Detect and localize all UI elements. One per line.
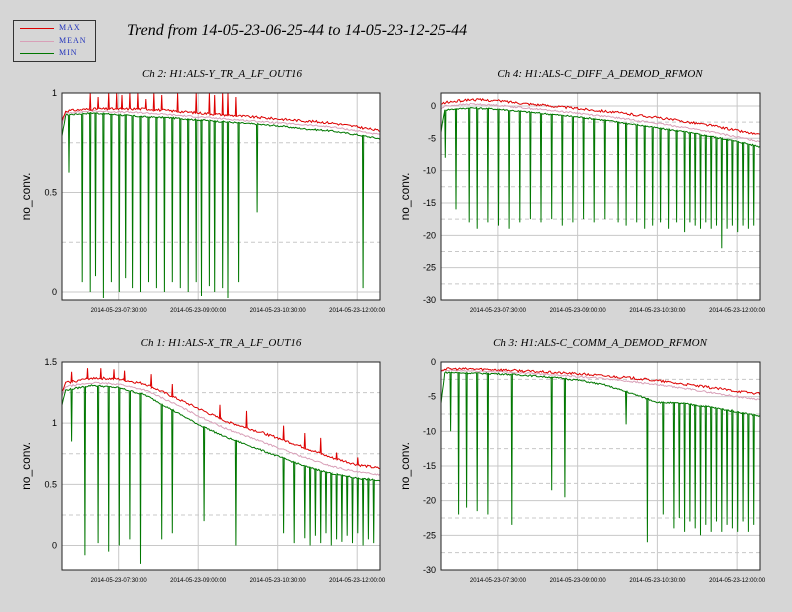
y-tick-label: -25 (423, 263, 436, 273)
legend-label-min: MIN (59, 48, 78, 57)
plot-area (62, 93, 380, 300)
y-axis-label: no_conv. (398, 442, 412, 490)
y-tick-label: 0 (431, 357, 436, 367)
x-tick-label: 2014-05-23-09:00:00 (170, 578, 227, 584)
y-axis-label: no_conv. (19, 173, 33, 221)
y-tick-label: -30 (423, 295, 436, 305)
y-tick-label: -10 (423, 166, 436, 176)
x-tick-label: 2014-05-23-07:30:00 (91, 308, 148, 314)
x-tick-label: 2014-05-23-07:30:00 (470, 578, 527, 584)
x-tick-label: 2014-05-23-10:30:00 (250, 308, 307, 314)
y-tick-label: -10 (423, 426, 436, 436)
chart-title-ch1: Ch 1: H1:ALS-X_TR_A_LF_OUT16 (140, 337, 302, 349)
y-tick-label: 1 (52, 88, 57, 98)
y-tick-label: 1 (52, 418, 57, 428)
series-max-line (61, 368, 381, 470)
plot-frame (440, 92, 761, 301)
chart-ch2: 0 0.5 1 2014-05-23-07:30:00 2014-05-23-09:00… (19, 88, 386, 314)
plot-frame (61, 361, 381, 571)
x-tick-label: 2014-05-23-07:30:00 (91, 578, 148, 584)
series-min-line (440, 371, 761, 543)
chart-ch1: 0 0.5 1 1.5 2014-05-23-07:30:00 2014-05-23-09… (19, 357, 386, 584)
y-tick-label: 0 (431, 101, 436, 111)
chart-ch3: 0 -5 -10 -15 -20 -25 -30 2014-05-23-07:30:00 201… (398, 357, 766, 584)
chart-title-ch2: Ch 2: H1:ALS-Y_TR_A_LF_OUT16 (141, 68, 303, 80)
legend-swatch-max (20, 28, 54, 29)
legend-item-max: MAX (14, 23, 95, 35)
figure-title: Trend from 14-05-23-06-25-44 to 14-05-23… (127, 22, 468, 39)
series-min-line (61, 384, 381, 564)
y-tick-label: -20 (423, 496, 436, 506)
y-tick-label: -15 (423, 198, 436, 208)
y-tick-label: -5 (428, 133, 436, 143)
series-mean-line (61, 109, 381, 136)
y-axis-label: no_conv. (19, 442, 33, 490)
legend-label-mean: MEAN (59, 36, 87, 45)
series-mean-line (440, 369, 761, 401)
series-max-line (61, 92, 381, 133)
chart-title-ch4: Ch 4: H1:ALS-C_DIFF_A_DEMOD_RFMON (497, 68, 703, 80)
legend-item-min: MIN (14, 48, 95, 60)
y-tick-label: -15 (423, 461, 436, 471)
plot-frame (440, 361, 761, 571)
y-tick-label: -5 (428, 392, 436, 402)
y-tick-label: -20 (423, 230, 436, 240)
y-tick-label: 0 (52, 541, 57, 551)
x-tick-label: 2014-05-23-12:00:00 (709, 308, 766, 314)
legend: MAX MEAN MIN (13, 20, 96, 62)
y-tick-label: 0.5 (44, 188, 57, 198)
x-tick-label: 2014-05-23-09:00:00 (170, 308, 227, 314)
plot-area (441, 93, 760, 300)
series-max-line (440, 367, 761, 396)
y-tick-label: -25 (423, 530, 436, 540)
x-tick-label: 2014-05-23-12:00:00 (709, 578, 766, 584)
x-tick-label: 2014-05-23-10:30:00 (629, 578, 686, 584)
legend-item-mean: MEAN (14, 36, 95, 48)
y-tick-label: -30 (423, 565, 436, 575)
x-tick-label: 2014-05-23-10:30:00 (250, 578, 307, 584)
y-tick-label: 0 (52, 287, 57, 297)
x-tick-label: 2014-05-23-10:30:00 (629, 308, 686, 314)
x-tick-label: 2014-05-23-09:00:00 (550, 578, 607, 584)
plot-frame (61, 92, 381, 301)
series-max-line (440, 97, 761, 135)
y-tick-label: 0.5 (44, 479, 57, 489)
x-tick-label: 2014-05-23-12:00:00 (329, 578, 386, 584)
x-tick-label: 2014-05-23-09:00:00 (550, 308, 607, 314)
x-tick-label: 2014-05-23-12:00:00 (329, 308, 386, 314)
series-mean-line (61, 381, 381, 476)
legend-swatch-mean (20, 41, 54, 42)
legend-swatch-min (20, 53, 54, 54)
chart-title-ch3: Ch 3: H1:ALS-C_COMM_A_DEMOD_RFMON (493, 337, 707, 349)
plot-area (62, 362, 380, 570)
legend-label-max: MAX (59, 23, 81, 32)
x-tick-label: 2014-05-23-07:30:00 (470, 308, 527, 314)
series-mean-line (440, 102, 761, 143)
y-axis-label: no_conv. (398, 173, 412, 221)
y-tick-label: 1.5 (44, 357, 57, 367)
series-min-line (440, 106, 761, 249)
chart-ch4: 0 -5 -10 -15 -20 -25 -30 2014-05-23-07:30:00 201… (398, 92, 766, 314)
series-min-line (61, 111, 381, 299)
